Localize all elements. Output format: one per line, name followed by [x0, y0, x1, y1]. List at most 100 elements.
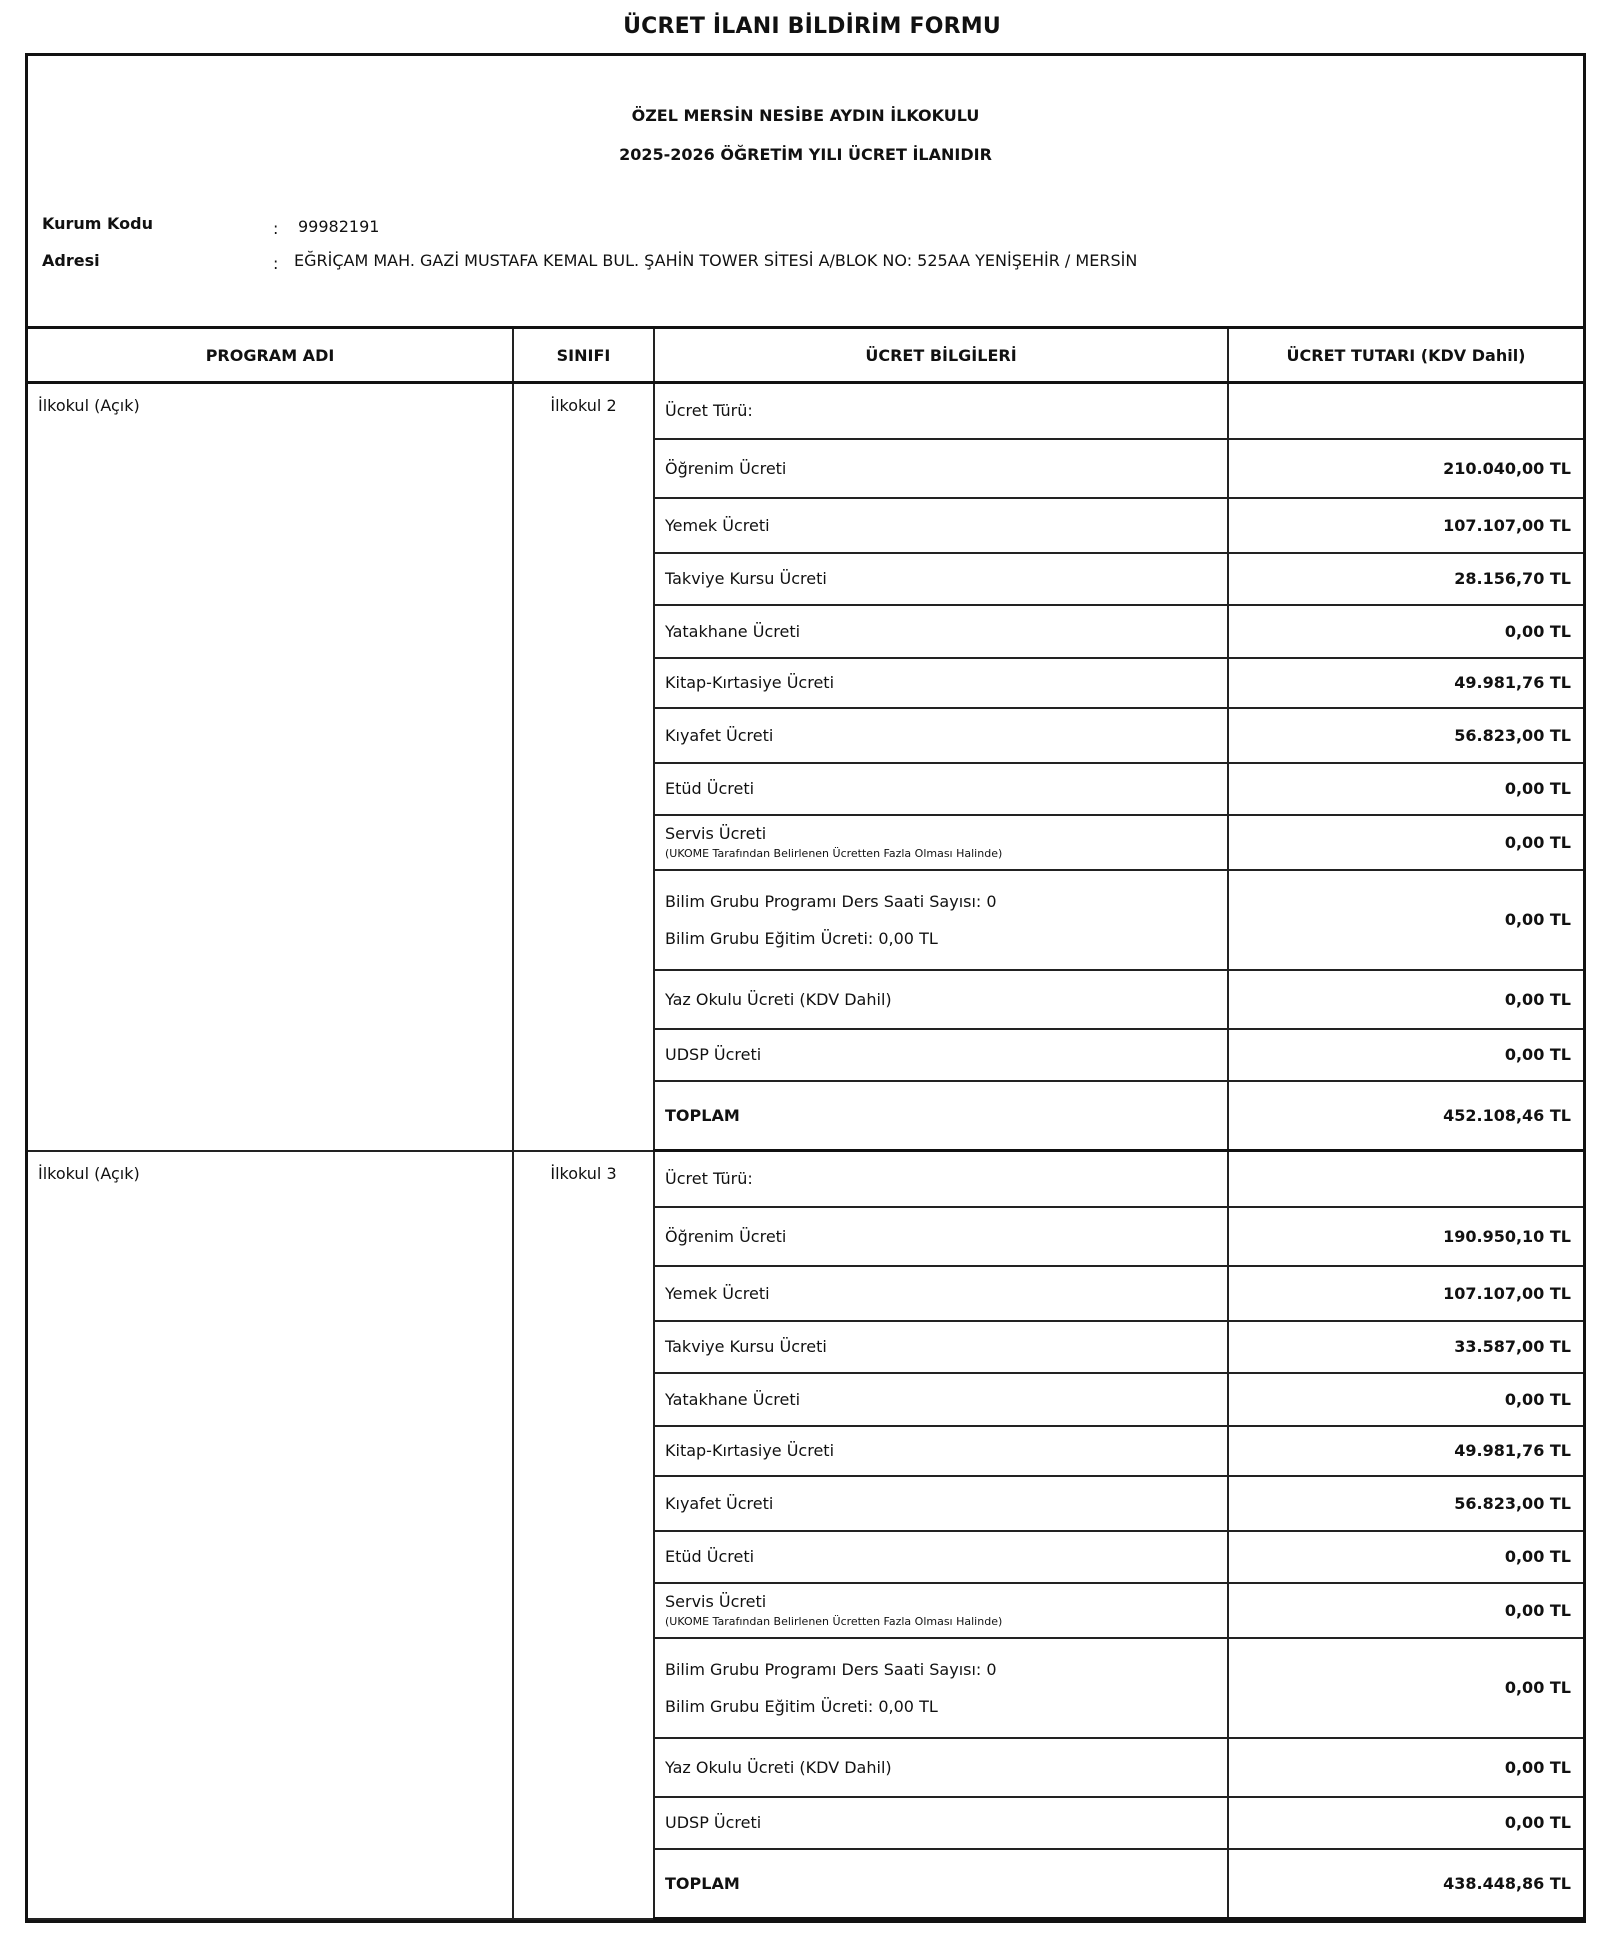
- fee-amount: 56.823,00 TL: [1227, 706, 1583, 764]
- fee-row: Kıyafet Ücreti 56.823,00 TL: [28, 1474, 1583, 1532]
- fee-row: Yatakhane Ücreti 0,00 TL: [28, 603, 1583, 659]
- fee-label: Ücret Türü:: [665, 401, 753, 421]
- school-name: ÖZEL MERSİN NESİBE AYDIN İLKOKULU: [631, 106, 980, 125]
- fee-label: Servis Ücreti: [665, 824, 767, 843]
- year-title: 2025-2026 ÖĞRETİM YILI ÜCRET İLANIDIR: [619, 145, 992, 164]
- fee-amount: 107.107,00 TL: [1227, 1264, 1583, 1322]
- fee-amount: 0,00 TL: [1227, 1027, 1583, 1082]
- fee-row: Bilim Grubu Programı Ders Saati Sayısı: …: [28, 868, 1583, 971]
- fee-label: Yaz Okulu Ücreti (KDV Dahil): [665, 989, 892, 1009]
- form-header: ÖZEL MERSİN NESİBE AYDIN İLKOKULU 2025-2…: [28, 56, 1583, 329]
- fee-label-cell: Yemek Ücreti: [654, 496, 1229, 554]
- fee-amount: 0,00 TL: [1227, 761, 1583, 816]
- fee-label-cell: TOPLAM: [654, 1847, 1229, 1920]
- fee-label-cell: Bilim Grubu Programı Ders Saati Sayısı: …: [654, 868, 1229, 971]
- fee-row: İlkokul (Açık) İlkokul 3 Ücret Türü:: [28, 1149, 1583, 1920]
- fee-label-cell: Takviye Kursu Ücreti: [654, 551, 1229, 606]
- fee-label: Kıyafet Ücreti: [665, 1493, 774, 1513]
- table-header-row: PROGRAM ADI SINIFI ÜCRET BİLGİLERİ ÜCRET…: [28, 329, 1583, 384]
- fee-amount: 49.981,76 TL: [1227, 1424, 1583, 1477]
- fee-label-cell: Servis Ücreti (UKOME Tarafından Belirlene…: [654, 1581, 1229, 1639]
- fee-amount: 0,00 TL: [1227, 603, 1583, 659]
- fee-amount: 452.108,46 TL: [1227, 1079, 1583, 1152]
- fee-label-cell: Etüd Ücreti: [654, 761, 1229, 816]
- fee-label-secondary: Bilim Grubu Eğitim Ücreti: 0,00 TL: [665, 928, 938, 948]
- fee-amount: 0,00 TL: [1227, 1529, 1583, 1584]
- fee-row: Öğrenim Ücreti 190.950,10 TL: [28, 1205, 1583, 1267]
- fee-amount: [1227, 381, 1583, 440]
- fee-row: Etüd Ücreti 0,00 TL: [28, 761, 1583, 816]
- program-name: İlkokul (Açık): [28, 381, 514, 1152]
- fee-amount: 28.156,70 TL: [1227, 551, 1583, 606]
- fee-label: Bilim Grubu Programı Ders Saati Sayısı: …: [665, 1659, 997, 1679]
- column-header-program: PROGRAM ADI: [28, 329, 514, 384]
- fee-label: Yatakhane Ücreti: [665, 621, 801, 641]
- fee-label-cell: Takviye Kursu Ücreti: [654, 1319, 1229, 1374]
- fee-label-cell: Öğrenim Ücreti: [654, 1205, 1229, 1267]
- fee-label: Yemek Ücreti: [665, 1283, 770, 1303]
- fee-table: PROGRAM ADI SINIFI ÜCRET BİLGİLERİ ÜCRET…: [28, 329, 1583, 1920]
- fee-row: Kitap-Kırtasiye Ücreti 49.981,76 TL: [28, 1424, 1583, 1477]
- fee-row: Yaz Okulu Ücreti (KDV Dahil) 0,00 TL: [28, 968, 1583, 1030]
- fee-amount: 210.040,00 TL: [1227, 437, 1583, 499]
- fee-label: Etüd Ücreti: [665, 1547, 755, 1566]
- fee-row: Takviye Kursu Ücreti 33.587,00 TL: [28, 1319, 1583, 1374]
- fee-amount: 0,00 TL: [1227, 1581, 1583, 1639]
- fee-label: UDSP Ücreti: [665, 1813, 762, 1832]
- form-title: ÜCRET İLANI BİLDİRİM FORMU: [623, 14, 1001, 39]
- fee-row: Bilim Grubu Programı Ders Saati Sayısı: …: [28, 1636, 1583, 1739]
- fee-label: Öğrenim Ücreti: [665, 1226, 787, 1246]
- institution-code-label: Kurum Kodu: [42, 214, 153, 233]
- fee-label-cell: Yatakhane Ücreti: [654, 603, 1229, 659]
- fee-row: Kıyafet Ücreti 56.823,00 TL: [28, 706, 1583, 764]
- fee-row: İlkokul (Açık) İlkokul 2 Ücret Türü:: [28, 381, 1583, 1152]
- fee-row: UDSP Ücreti 0,00 TL: [28, 1795, 1583, 1850]
- class-name: İlkokul 3: [512, 1149, 655, 1920]
- fee-label-cell: Bilim Grubu Programı Ders Saati Sayısı: …: [654, 1636, 1229, 1739]
- fee-label: Kitap-Kırtasiye Ücreti: [665, 673, 835, 692]
- fee-amount: 0,00 TL: [1227, 968, 1583, 1030]
- column-header-fee-info: ÜCRET BİLGİLERİ: [653, 329, 1229, 384]
- total-row: TOPLAM 438.448,86 TL: [28, 1847, 1583, 1920]
- fee-label-cell: Yemek Ücreti: [654, 1264, 1229, 1322]
- fee-row: Kitap-Kırtasiye Ücreti 49.981,76 TL: [28, 656, 1583, 709]
- fee-note: (UKOME Tarafından Belirlenen Ücretten Fa…: [665, 1615, 1003, 1628]
- address-value: EĞRİÇAM MAH. GAZİ MUSTAFA KEMAL BUL. ŞAH…: [294, 251, 1138, 270]
- fee-row: Yemek Ücreti 107.107,00 TL: [28, 1264, 1583, 1322]
- fee-amount: 0,00 TL: [1227, 1736, 1583, 1798]
- fee-label-cell: Öğrenim Ücreti: [654, 437, 1229, 499]
- column-header-fee-amount: ÜCRET TUTARI (KDV Dahil): [1227, 329, 1583, 384]
- fee-row: Servis Ücreti (UKOME Tarafından Belirlene…: [28, 1581, 1583, 1639]
- fee-amount: 190.950,10 TL: [1227, 1205, 1583, 1267]
- fee-label: TOPLAM: [665, 1105, 740, 1125]
- fee-label-cell: Ücret Türü:: [653, 381, 1229, 440]
- fee-amount: 438.448,86 TL: [1227, 1847, 1583, 1920]
- column-header-class: SINIFI: [512, 329, 655, 384]
- fee-label: Yaz Okulu Ücreti (KDV Dahil): [665, 1757, 892, 1777]
- fee-label-cell: Kitap-Kırtasiye Ücreti: [654, 1424, 1229, 1477]
- program-name: İlkokul (Açık): [28, 1149, 514, 1920]
- fee-label: Öğrenim Ücreti: [665, 458, 787, 478]
- fee-label-cell: Servis Ücreti (UKOME Tarafından Belirlene…: [654, 813, 1229, 871]
- fee-label-cell: Kitap-Kırtasiye Ücreti: [654, 656, 1229, 709]
- separator: :: [273, 219, 279, 238]
- fee-row: Servis Ücreti (UKOME Tarafından Belirlene…: [28, 813, 1583, 871]
- fee-note: (UKOME Tarafından Belirlenen Ücretten Fa…: [665, 847, 1003, 860]
- address-label: Adresi: [42, 251, 100, 270]
- fee-label-cell: Yaz Okulu Ücreti (KDV Dahil): [654, 968, 1229, 1030]
- class-name: İlkokul 2: [512, 381, 655, 1152]
- separator: :: [273, 254, 279, 273]
- fee-label-cell: TOPLAM: [654, 1079, 1229, 1152]
- fee-label-cell: Kıyafet Ücreti: [654, 706, 1229, 764]
- total-row: TOPLAM 452.108,46 TL: [28, 1079, 1583, 1152]
- fee-row: Etüd Ücreti 0,00 TL: [28, 1529, 1583, 1584]
- fee-amount: 0,00 TL: [1227, 1636, 1583, 1739]
- fee-amount: 0,00 TL: [1227, 1795, 1583, 1850]
- fee-row: UDSP Ücreti 0,00 TL: [28, 1027, 1583, 1082]
- fee-form: ÖZEL MERSİN NESİBE AYDIN İLKOKULU 2025-2…: [25, 53, 1586, 1923]
- fee-row: Yemek Ücreti 107.107,00 TL: [28, 496, 1583, 554]
- fee-amount: 33.587,00 TL: [1227, 1319, 1583, 1374]
- fee-label-cell: Kıyafet Ücreti: [654, 1474, 1229, 1532]
- fee-label: Bilim Grubu Programı Ders Saati Sayısı: …: [665, 891, 997, 911]
- fee-label-cell: Yatakhane Ücreti: [654, 1371, 1229, 1427]
